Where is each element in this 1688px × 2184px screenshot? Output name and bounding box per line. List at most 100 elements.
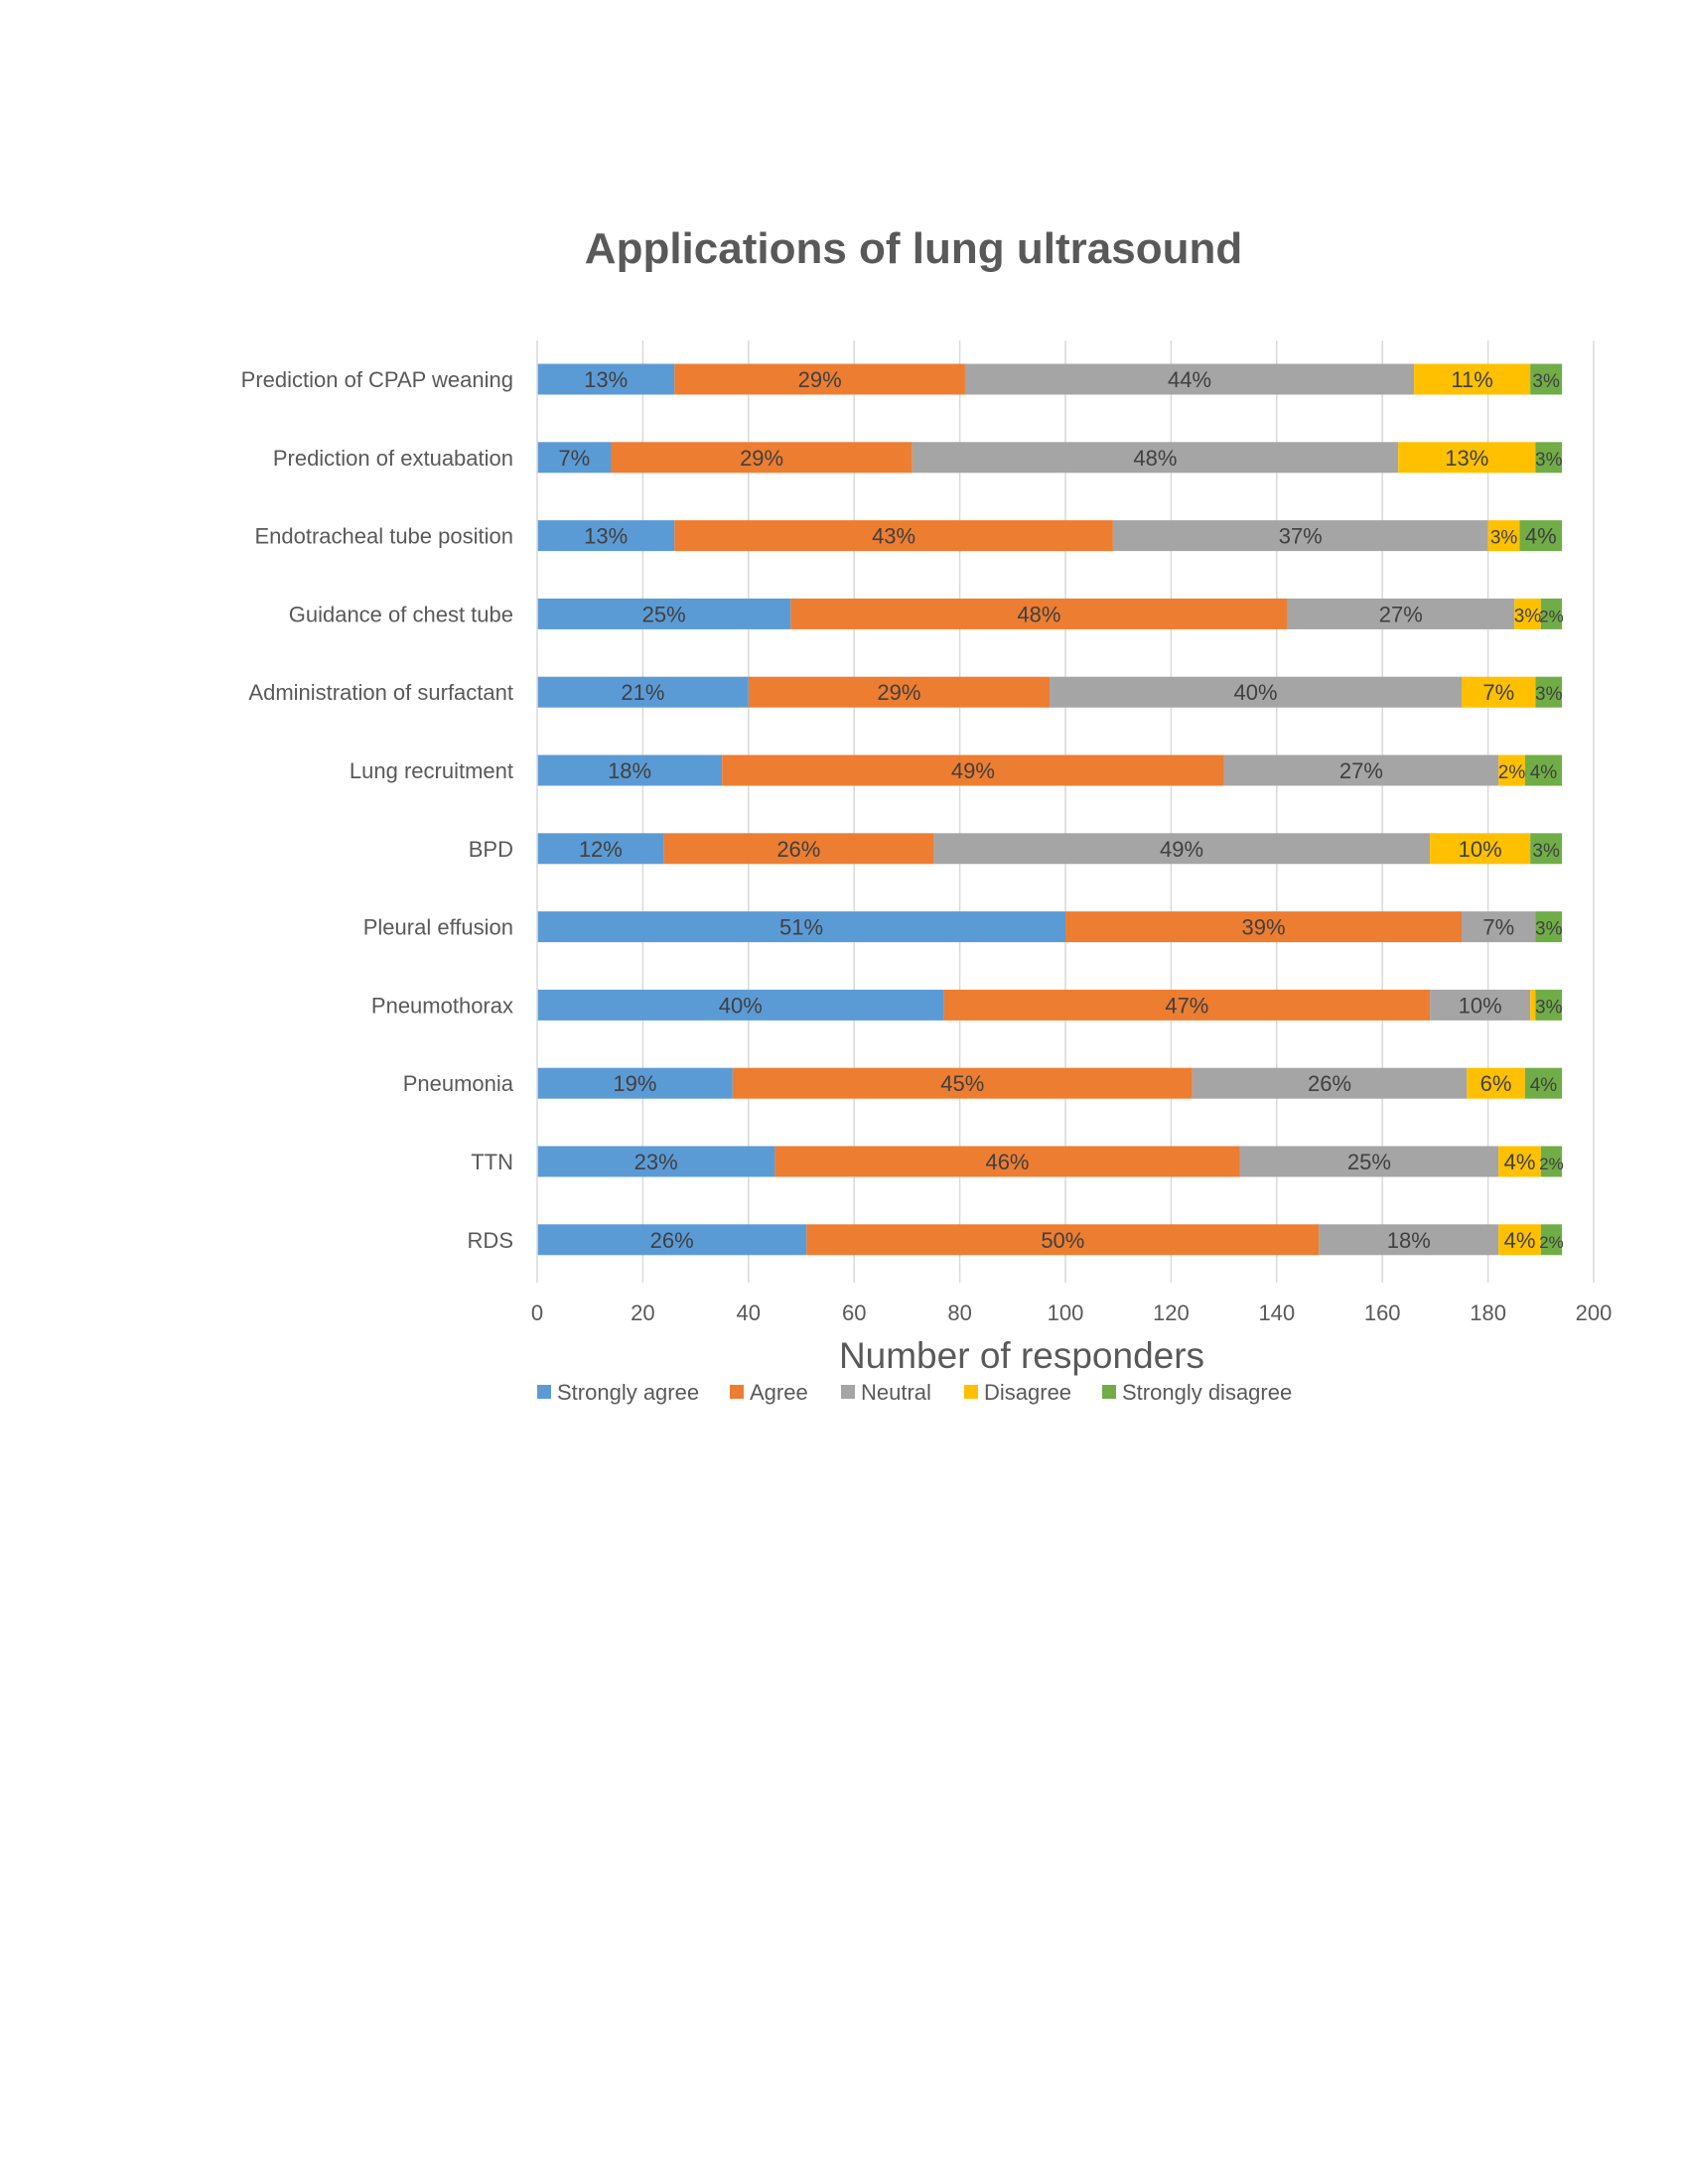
data-label: 4%	[1530, 762, 1558, 783]
bar-segment	[1498, 1146, 1541, 1177]
data-label: 26%	[1308, 1071, 1351, 1096]
data-label: 27%	[1379, 602, 1423, 626]
bar-segment	[1462, 911, 1536, 943]
data-label: 4%	[1525, 524, 1557, 549]
bar-segment	[537, 598, 791, 629]
bar-segment	[1514, 598, 1541, 629]
category-label: Prediction of extuabation	[273, 446, 513, 471]
bar-segment	[537, 989, 944, 1021]
bar-segment	[1462, 676, 1536, 708]
data-label: 3%	[1532, 371, 1560, 392]
bar-segment	[537, 1067, 733, 1099]
chart-title: Applications of lung ultrasound	[585, 224, 1242, 273]
data-label: 51%	[779, 915, 823, 940]
legend-swatch	[964, 1385, 978, 1399]
x-tick-label: 200	[1576, 1300, 1613, 1325]
bar-segment	[537, 442, 612, 474]
data-label: 3%	[1535, 684, 1563, 705]
bar-segment	[1239, 1146, 1499, 1177]
data-label: 27%	[1339, 758, 1383, 783]
data-label: 6%	[1480, 1071, 1512, 1096]
bar-segment	[1050, 676, 1462, 708]
category-label: TTN	[471, 1150, 513, 1174]
bar-segment	[1287, 598, 1515, 629]
bar-segment	[537, 754, 723, 786]
data-label: 7%	[1482, 680, 1514, 705]
bar-segment	[1535, 676, 1563, 708]
category-label: Pneumonia	[403, 1071, 514, 1096]
category-label: BPD	[469, 837, 513, 862]
data-label: 10%	[1459, 837, 1502, 862]
category-label: Endotracheal tube position	[254, 524, 513, 549]
x-tick-label: 40	[737, 1300, 761, 1325]
bar-segment	[1535, 442, 1563, 474]
bar-segment	[1487, 520, 1520, 552]
bar-segment	[537, 520, 675, 552]
bar-segment	[1540, 598, 1563, 629]
x-tick-label: 140	[1258, 1300, 1295, 1325]
bar-segment	[1535, 911, 1563, 943]
bar-segment	[611, 442, 913, 474]
data-label: 25%	[1347, 1150, 1391, 1174]
category-label: Guidance of chest tube	[289, 602, 513, 626]
data-label: 2%	[1539, 607, 1564, 625]
bar-segment	[732, 1067, 1193, 1099]
bar-segment	[1498, 1224, 1541, 1256]
data-label: 21%	[621, 680, 664, 705]
bar-segment	[1540, 1146, 1563, 1177]
data-label: 3%	[1514, 606, 1542, 626]
category-label: Administration of surfactant	[248, 680, 513, 705]
data-label: 48%	[1133, 446, 1177, 471]
bar-segment	[1398, 442, 1536, 474]
data-label: 3%	[1490, 528, 1518, 549]
data-label: 12%	[579, 837, 623, 862]
category-label: Lung recruitment	[350, 758, 513, 783]
x-axis-title: Number of responders	[839, 1335, 1204, 1376]
bar-segment	[1319, 1224, 1499, 1256]
data-label: 23%	[634, 1150, 678, 1174]
bar-segment	[1223, 754, 1499, 786]
bar-segment	[674, 520, 1113, 552]
legend-swatch	[537, 1385, 551, 1399]
category-label: Pneumothorax	[371, 993, 513, 1018]
legend-swatch	[841, 1385, 855, 1399]
x-tick-label: 180	[1470, 1300, 1506, 1325]
data-label: 19%	[613, 1071, 656, 1096]
bar-segment	[933, 833, 1431, 865]
data-label: 40%	[1233, 680, 1277, 705]
bar-segment	[1530, 833, 1563, 865]
x-tick-label: 0	[531, 1300, 543, 1325]
data-label: 4%	[1504, 1228, 1536, 1253]
legend-label: Strongly disagree	[1122, 1380, 1292, 1405]
data-label: 2%	[1539, 1155, 1564, 1173]
data-label: 10%	[1459, 993, 1502, 1018]
data-label: 45%	[940, 1071, 984, 1096]
bar-segment	[1540, 1224, 1563, 1256]
bar-segment	[943, 989, 1431, 1021]
bar-segment	[537, 1224, 807, 1256]
legend-swatch	[1102, 1385, 1116, 1399]
bar-segment	[537, 833, 664, 865]
data-label: 47%	[1165, 993, 1208, 1018]
bar-segment	[1519, 520, 1563, 552]
legend: Strongly agree Agree Neutral Disagree Strong…	[537, 1380, 1292, 1405]
bar-segment	[964, 363, 1415, 395]
category-label: RDS	[468, 1228, 513, 1253]
bar-segment	[537, 363, 675, 395]
x-tick-label: 80	[947, 1300, 971, 1325]
bar-segment	[1414, 363, 1531, 395]
data-label: 2%	[1539, 1233, 1564, 1252]
bar-segment	[1065, 911, 1462, 943]
x-tick-label: 100	[1048, 1300, 1084, 1325]
data-label: 13%	[1445, 446, 1488, 471]
legend-label: Agree	[750, 1380, 808, 1405]
x-tick-labels: 0 20 40 60 80 100 120 140 160 180 200	[531, 1300, 1612, 1325]
bar-segment	[1530, 989, 1536, 1021]
x-tick-label: 160	[1364, 1300, 1401, 1325]
data-label: 3%	[1535, 919, 1563, 940]
data-label: 3%	[1532, 841, 1560, 862]
bar-segment	[748, 676, 1051, 708]
data-label: 26%	[650, 1228, 694, 1253]
bar-segment	[674, 363, 965, 395]
legend-label: Disagree	[984, 1380, 1071, 1405]
